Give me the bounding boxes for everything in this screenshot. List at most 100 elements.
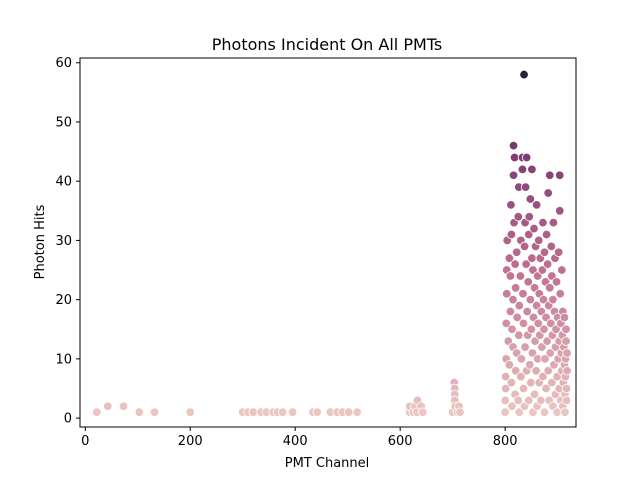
data-point <box>507 324 517 334</box>
data-point <box>118 401 129 411</box>
data-point <box>185 407 195 417</box>
data-point <box>523 277 533 287</box>
data-point <box>520 182 531 192</box>
data-point <box>539 407 550 417</box>
data-point <box>516 371 526 382</box>
y-tick-label: 20 <box>55 293 72 308</box>
data-point <box>514 407 525 417</box>
data-point <box>534 235 544 246</box>
data-point <box>561 383 572 394</box>
data-point <box>287 407 298 417</box>
data-point <box>507 401 517 411</box>
data-point <box>514 300 525 311</box>
y-tick-label: 60 <box>55 56 72 71</box>
data-point <box>537 265 548 275</box>
y-tick-label: 50 <box>55 115 72 130</box>
data-point <box>502 289 512 299</box>
data-point <box>543 366 553 376</box>
chart-title: Photons Incident On All PMTs <box>212 35 442 54</box>
data-point <box>545 170 555 180</box>
data-point <box>538 371 548 382</box>
data-point <box>509 152 520 163</box>
data-point <box>540 354 550 364</box>
data-point <box>518 383 529 394</box>
data-point <box>539 324 549 334</box>
data-point <box>312 407 322 417</box>
data-point <box>525 194 536 204</box>
data-point <box>559 312 570 323</box>
x-tick-label: 200 <box>178 434 203 449</box>
data-point <box>524 229 534 240</box>
data-point <box>561 395 572 406</box>
data-point <box>522 306 532 317</box>
y-axis-label: Photon Hits <box>33 204 48 279</box>
data-point <box>524 212 534 222</box>
data-point <box>562 348 572 358</box>
data-point <box>510 283 521 293</box>
data-point <box>504 253 515 263</box>
data-point <box>560 407 570 417</box>
data-point <box>500 371 511 382</box>
data-point <box>344 407 354 417</box>
data-point <box>516 354 527 364</box>
data-point <box>506 377 517 388</box>
data-point <box>508 294 518 305</box>
y-tick-label: 10 <box>55 352 72 367</box>
x-axis-label: PMT Channel <box>285 456 370 471</box>
data-point <box>527 164 537 175</box>
x-tick-label: 600 <box>388 434 413 449</box>
data-point <box>134 407 145 417</box>
x-axis: 0 200 400 600 800 <box>81 427 518 449</box>
data-point <box>543 188 553 198</box>
data-point <box>537 342 547 352</box>
data-point <box>531 366 541 376</box>
data-point <box>501 318 511 329</box>
data-point <box>562 366 572 376</box>
data-point <box>555 289 565 299</box>
data-point <box>527 348 538 358</box>
data-point <box>352 407 362 417</box>
data-point <box>546 318 556 329</box>
data-point <box>525 360 535 370</box>
plot-area <box>92 69 572 417</box>
data-point <box>545 348 555 358</box>
axes-frame <box>79 57 577 428</box>
data-point <box>561 324 571 334</box>
data-point <box>514 330 524 340</box>
y-tick-label: 30 <box>55 234 72 249</box>
data-point <box>538 294 549 305</box>
data-point <box>539 247 550 257</box>
data-point <box>455 407 465 417</box>
data-point <box>561 336 571 346</box>
data-point <box>508 170 519 180</box>
data-point <box>541 229 552 240</box>
data-point <box>103 401 113 411</box>
data-point <box>517 164 528 175</box>
y-tick-label: 40 <box>55 175 72 190</box>
data-point <box>512 312 522 323</box>
data-point <box>505 306 516 317</box>
data-point <box>548 217 559 228</box>
data-point <box>520 342 530 352</box>
data-point <box>506 229 517 240</box>
data-point <box>524 395 534 406</box>
data-point <box>508 140 519 151</box>
data-point <box>518 318 529 329</box>
data-point <box>525 294 536 305</box>
data-point <box>504 360 515 370</box>
data-point <box>548 294 558 305</box>
data-point <box>521 152 532 163</box>
data-point <box>500 383 511 394</box>
data-point <box>500 407 510 417</box>
data-point <box>526 324 537 334</box>
data-point <box>538 217 548 228</box>
data-point <box>510 259 520 269</box>
data-point <box>518 289 528 299</box>
data-point <box>511 247 522 257</box>
data-point <box>533 318 543 329</box>
data-point <box>506 200 516 210</box>
data-point <box>519 241 530 252</box>
data-point <box>277 407 288 417</box>
data-point <box>529 389 540 400</box>
